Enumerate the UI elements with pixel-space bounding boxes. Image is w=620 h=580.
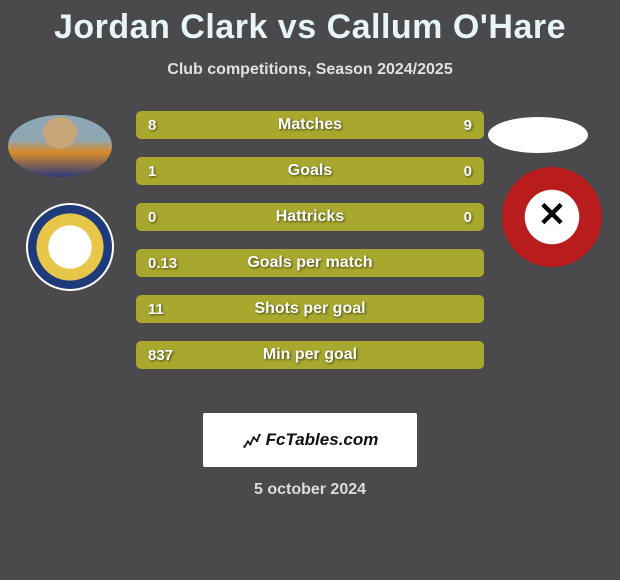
stat-row: 89Matches xyxy=(136,111,484,139)
stat-row: 00Hattricks xyxy=(136,203,484,231)
stat-row: 0.13Goals per match xyxy=(136,249,484,277)
stat-row: 11Shots per goal xyxy=(136,295,484,323)
stat-label: Matches xyxy=(136,111,484,139)
attribution-text: FcTables.com xyxy=(266,430,379,450)
player-left-avatar xyxy=(8,115,112,177)
stat-row: 837Min per goal xyxy=(136,341,484,369)
date-text: 5 october 2024 xyxy=(0,481,620,499)
player-right-avatar xyxy=(488,117,588,153)
page-title: Jordan Clark vs Callum O'Hare xyxy=(0,0,620,47)
player-left-club-badge xyxy=(26,203,114,291)
chart-icon xyxy=(242,430,262,450)
stat-label: Goals xyxy=(136,157,484,185)
stats-bars: 89Matches 10Goals 00Hattricks 0.13Goals per… xyxy=(136,111,484,387)
comparison-panel: 89Matches 10Goals 00Hattricks 0.13Goals per… xyxy=(0,97,620,407)
player-right-club-badge xyxy=(502,167,602,267)
stat-label: Hattricks xyxy=(136,203,484,231)
stat-label: Min per goal xyxy=(136,341,484,369)
stat-row: 10Goals xyxy=(136,157,484,185)
stat-label: Shots per goal xyxy=(136,295,484,323)
subtitle: Club competitions, Season 2024/2025 xyxy=(0,61,620,79)
stat-label: Goals per match xyxy=(136,249,484,277)
attribution-badge: FcTables.com xyxy=(203,413,417,467)
